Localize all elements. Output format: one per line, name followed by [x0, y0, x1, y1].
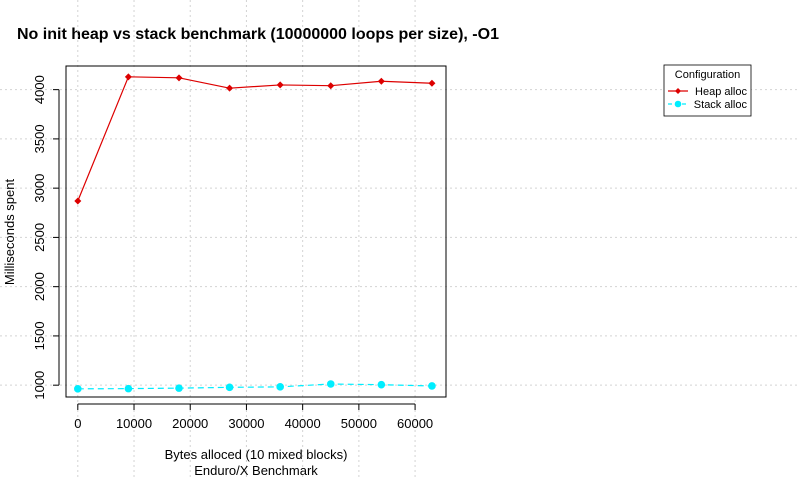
series-heap-alloc — [74, 73, 436, 205]
data-point — [377, 77, 385, 85]
data-point — [377, 380, 386, 389]
data-point — [428, 382, 436, 390]
legend-entry-heap-alloc: Heap alloc — [668, 86, 747, 98]
y-axis: 1000 1500 2000 2500 3000 3500 4000 — [32, 75, 60, 400]
series-line-heap-alloc — [77, 76, 432, 202]
data-point — [74, 385, 82, 393]
x-tick-label: 60000 — [397, 416, 433, 431]
data-point — [226, 84, 234, 92]
legend-label: Heap alloc — [695, 86, 747, 98]
data-point — [124, 73, 132, 81]
chart-title: No init heap vs stack benchmark (1000000… — [17, 26, 499, 43]
series-line-stack-alloc — [77, 383, 432, 390]
data-point — [428, 79, 436, 87]
y-axis-label: Milliseconds spent — [2, 179, 17, 286]
data-point — [276, 81, 284, 89]
legend-marker — [675, 88, 681, 94]
x-tick-label: 50000 — [341, 416, 377, 431]
legend-title: Configuration — [675, 69, 740, 81]
series-layer — [74, 73, 436, 393]
x-tick-label: 20000 — [172, 416, 208, 431]
data-point — [276, 383, 284, 391]
data-point — [175, 384, 183, 392]
y-tick-label: 3000 — [32, 174, 47, 203]
y-tick-label: 1500 — [32, 321, 47, 350]
legend-marker — [674, 100, 682, 108]
data-point — [327, 82, 335, 90]
y-tick-label: 1000 — [32, 371, 47, 400]
x-tick-label: 10000 — [116, 416, 152, 431]
x-tick-label: 30000 — [228, 416, 264, 431]
x-tick-label: 0 — [74, 416, 81, 431]
data-point — [225, 383, 234, 392]
x-axis: 0 10000 20000 30000 40000 50000 60000 — [74, 403, 433, 431]
y-tick-label: 2000 — [32, 272, 47, 301]
data-point — [175, 74, 183, 82]
y-tick-label: 4000 — [32, 75, 47, 104]
x-axis-label: Bytes alloced (10 mixed blocks) — [165, 447, 348, 462]
y-tick-label: 3500 — [32, 124, 47, 153]
data-point — [124, 384, 133, 393]
legend-label: Stack alloc — [694, 99, 748, 111]
plot-frame — [65, 65, 447, 398]
data-point — [74, 197, 82, 205]
y-tick-label: 2500 — [32, 223, 47, 252]
x-axis-sublabel: Enduro/X Benchmark — [194, 463, 318, 478]
data-point — [326, 380, 335, 388]
series-stack-alloc — [74, 380, 436, 393]
x-tick-label: 40000 — [285, 416, 321, 431]
legend-entry-stack-alloc: Stack alloc — [668, 99, 747, 111]
